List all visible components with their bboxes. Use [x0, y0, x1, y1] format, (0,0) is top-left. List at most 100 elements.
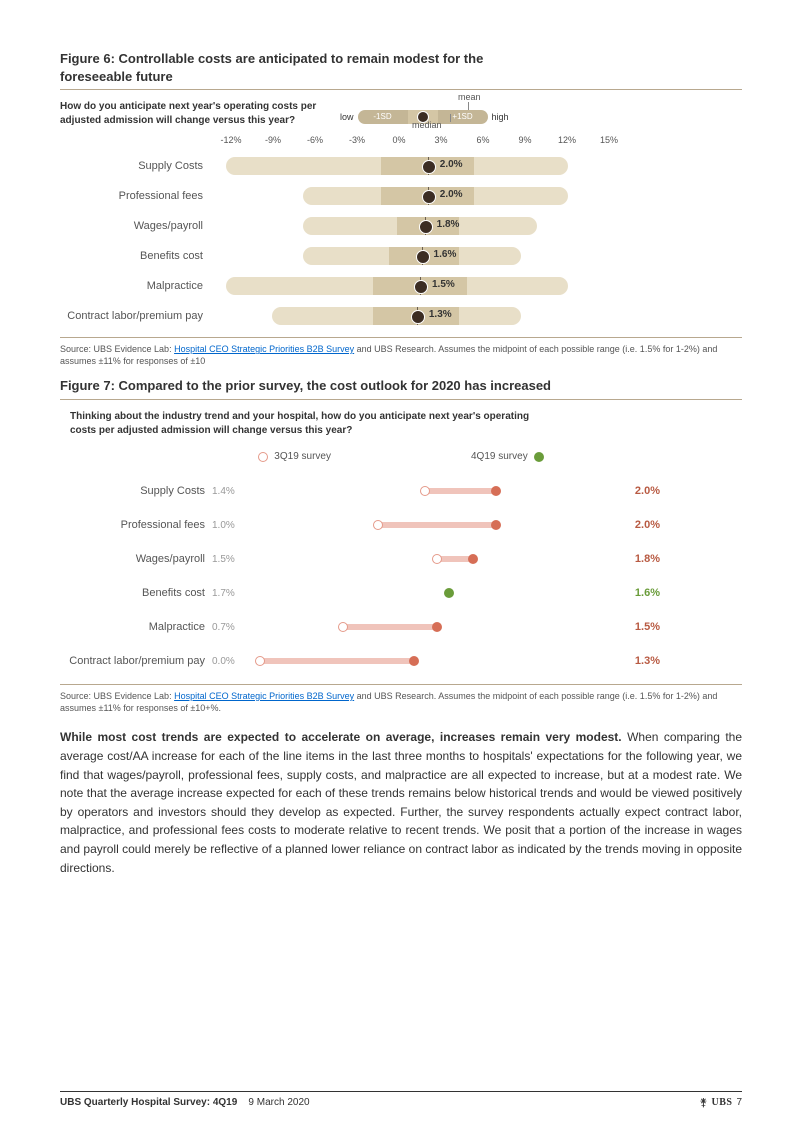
footer-left: UBS Quarterly Hospital Survey: 4Q19 9 Ma… — [60, 1097, 310, 1108]
current-dot — [468, 554, 478, 564]
axis-tick: 15% — [588, 135, 630, 145]
footer-date: 9 March 2020 — [248, 1097, 309, 1108]
prior-value: 1.5% — [212, 554, 252, 565]
chart-row: Professional fees2.0% — [210, 181, 630, 211]
plot-area: 1.3% — [210, 307, 630, 325]
axis-tick: 12% — [546, 135, 588, 145]
delta-bar — [343, 624, 438, 630]
src-pre: Source: UBS Evidence Lab: — [60, 691, 174, 701]
legend-mean-label: mean — [458, 92, 481, 102]
chart-row: Wages/payroll1.5%1.8% — [220, 542, 600, 576]
category-label: Benefits cost — [55, 250, 203, 262]
delta-bar — [378, 522, 496, 528]
current-dot — [444, 588, 454, 598]
plot-area — [260, 484, 520, 498]
value-label: 2.0% — [440, 159, 463, 170]
current-dot — [432, 622, 442, 632]
prior-value: 0.0% — [212, 656, 252, 667]
src-link[interactable]: Hospital CEO Strategic Priorities B2B Su… — [174, 344, 354, 354]
plot-area — [260, 518, 520, 532]
page: Figure 6: Controllable costs are anticip… — [0, 0, 802, 1133]
prior-dot — [420, 486, 430, 496]
current-dot — [491, 520, 501, 530]
value-label: 1.5% — [432, 279, 455, 290]
fig6-legend: mean low -1SD +1SD high median — [340, 100, 580, 124]
fig6-title-l2: foreseeable future — [60, 69, 173, 84]
fig6-header: How do you anticipate next year's operat… — [60, 100, 742, 127]
plot-area — [260, 586, 520, 600]
value-label: 1.3% — [429, 309, 452, 320]
legend-bar: low -1SD +1SD high — [340, 110, 580, 124]
chart-row: Professional fees1.0%2.0% — [220, 508, 600, 542]
category-label: Supply Costs — [55, 160, 203, 172]
chart-row: Benefits cost1.7%1.6% — [220, 576, 600, 610]
fig7-title: Figure 7: Compared to the prior survey, … — [60, 377, 742, 395]
legend-3q19-label: 3Q19 survey — [274, 451, 331, 462]
delta-bar — [425, 488, 496, 494]
keys-icon: ⚵ — [699, 1096, 707, 1109]
current-value: 2.0% — [610, 519, 660, 531]
fig6-question: How do you anticipate next year's operat… — [60, 100, 320, 127]
src-link[interactable]: Hospital CEO Strategic Priorities B2B Su… — [174, 691, 354, 701]
mean-dot — [419, 220, 433, 234]
ubs-logo: UBS — [711, 1097, 732, 1108]
fig7-legend: 3Q19 survey 4Q19 survey — [60, 451, 742, 462]
category-label: Wages/payroll — [55, 220, 203, 232]
legend-4q19-label: 4Q19 survey — [471, 451, 528, 462]
page-number: 7 — [736, 1097, 742, 1108]
mean-dot — [422, 190, 436, 204]
category-label: Benefits cost — [55, 587, 205, 599]
legend-high: high — [492, 112, 509, 122]
prior-dot — [338, 622, 348, 632]
value-label: 2.0% — [440, 189, 463, 200]
prior-dot — [255, 656, 265, 666]
plot-area — [260, 620, 520, 634]
fig6-rows: Supply Costs2.0%Professional fees2.0%Wag… — [210, 151, 630, 331]
body-rest: When comparing the average cost/AA incre… — [60, 730, 742, 874]
plot-area: 1.6% — [210, 247, 630, 265]
category-label: Contract labor/premium pay — [55, 655, 205, 667]
axis-tick: 0% — [378, 135, 420, 145]
footer-wrap: UBS Quarterly Hospital Survey: 4Q19 9 Ma… — [60, 1061, 742, 1109]
legend-median-line — [450, 114, 451, 122]
value-label: 1.6% — [434, 249, 457, 260]
chart-row: Malpractice1.5% — [210, 271, 630, 301]
current-dot — [409, 656, 419, 666]
fig6-chart: -12%-9%-6%-3%0%3%6%9%12%15% Supply Costs… — [210, 135, 630, 331]
delta-bar — [260, 658, 414, 664]
body-lead: While most cost trends are expected to a… — [60, 730, 622, 744]
mean-dot — [416, 250, 430, 264]
plot-area: 1.8% — [210, 217, 630, 235]
category-label: Professional fees — [55, 190, 203, 202]
prior-value: 0.7% — [212, 622, 252, 633]
legend-4q19: 4Q19 survey — [471, 451, 544, 462]
current-value: 1.5% — [610, 621, 660, 633]
divider — [60, 337, 742, 338]
fig7-question: Thinking about the industry trend and yo… — [70, 410, 530, 437]
circle-icon — [534, 452, 544, 462]
category-label: Contract labor/premium pay — [55, 310, 203, 322]
plot-area: 2.0% — [210, 157, 630, 175]
value-label: 1.8% — [437, 219, 460, 230]
current-dot — [491, 486, 501, 496]
plot-area — [260, 552, 520, 566]
axis-tick: -6% — [294, 135, 336, 145]
src-pre: Source: UBS Evidence Lab: — [60, 344, 174, 354]
category-label: Professional fees — [55, 519, 205, 531]
mean-dot — [411, 310, 425, 324]
axis-tick: -9% — [252, 135, 294, 145]
current-value: 1.6% — [610, 587, 660, 599]
prior-value: 1.7% — [212, 588, 252, 599]
axis-tick: -12% — [210, 135, 252, 145]
mean-dot — [414, 280, 428, 294]
fig7-source: Source: UBS Evidence Lab: Hospital CEO S… — [60, 691, 742, 714]
category-label: Wages/payroll — [55, 553, 205, 565]
current-value: 1.3% — [610, 655, 660, 667]
axis-tick: 6% — [462, 135, 504, 145]
divider — [60, 684, 742, 685]
legend-minus-sd: -1SD — [358, 110, 408, 124]
fig6-title: Figure 6: Controllable costs are anticip… — [60, 50, 742, 85]
legend-mean-line — [468, 102, 469, 110]
axis-tick: -3% — [336, 135, 378, 145]
legend-3q19: 3Q19 survey — [258, 451, 331, 462]
